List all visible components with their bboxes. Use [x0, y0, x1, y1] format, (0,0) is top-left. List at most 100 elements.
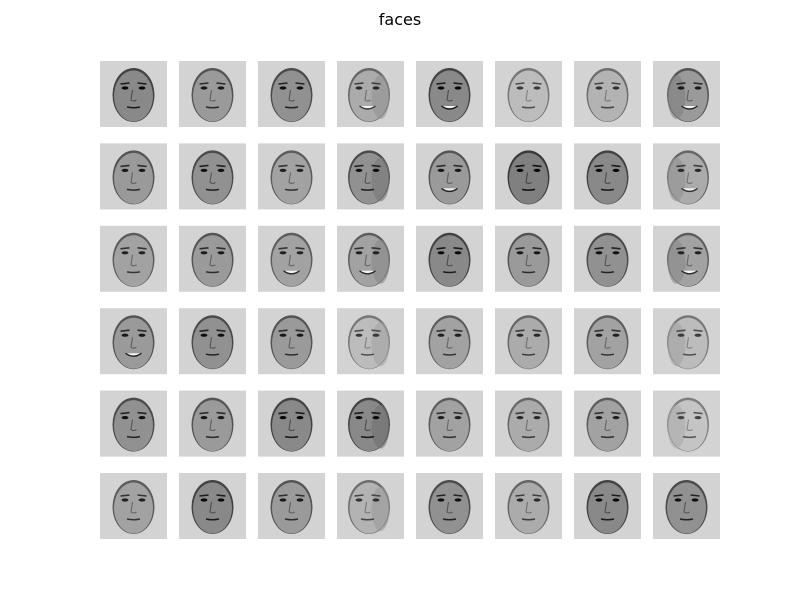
left-eye	[200, 498, 208, 502]
left-eye	[437, 333, 445, 337]
right-eyebrow	[371, 247, 381, 250]
left-eye	[437, 498, 445, 502]
mouth	[359, 270, 376, 275]
right-eye	[533, 251, 541, 255]
left-eyebrow	[515, 494, 525, 497]
right-eye	[691, 498, 699, 502]
left-eye	[595, 86, 603, 90]
mouth	[521, 353, 536, 356]
mouth	[284, 435, 299, 439]
face-tile-r5-c3	[258, 390, 325, 457]
mouth	[442, 353, 457, 356]
left-eyebrow	[594, 164, 604, 168]
face-skin	[193, 482, 232, 534]
mouth	[205, 353, 220, 356]
left-eye	[121, 86, 129, 90]
right-eye	[217, 86, 225, 90]
nose	[446, 254, 453, 267]
left-eye	[516, 251, 524, 255]
nose	[604, 89, 611, 102]
left-eyebrow	[515, 247, 525, 250]
mouth	[442, 271, 457, 274]
left-eyebrow	[278, 411, 288, 415]
face-skin	[509, 70, 548, 122]
face-photo	[270, 68, 313, 122]
right-eye	[612, 333, 620, 337]
face-photo	[348, 315, 390, 370]
right-eye	[296, 251, 304, 255]
right-eye	[454, 416, 462, 420]
right-eye	[296, 333, 304, 337]
left-eye	[279, 498, 287, 502]
face-skin	[114, 235, 153, 287]
face-tile-r2-c2	[179, 143, 246, 210]
right-eyebrow	[693, 164, 703, 168]
right-eye	[612, 251, 620, 255]
right-eye	[372, 86, 380, 90]
left-eye	[279, 251, 287, 255]
mouth	[359, 105, 376, 110]
figure-title: faces	[378, 10, 422, 29]
face-tile-r5-c1	[100, 390, 167, 457]
right-eyebrow	[453, 494, 463, 497]
right-eye	[217, 498, 225, 502]
nose	[446, 419, 453, 432]
face-photo	[428, 397, 471, 452]
left-eye	[595, 333, 603, 337]
face-photo	[112, 232, 155, 287]
nose	[364, 89, 371, 102]
right-eyebrow	[453, 164, 463, 168]
right-eye	[138, 86, 146, 90]
face-photo	[586, 315, 629, 370]
mouth	[600, 353, 615, 356]
face-tile-r2-c4	[337, 143, 404, 210]
mouth	[681, 187, 698, 193]
face-skin	[667, 482, 706, 534]
left-eyebrow	[354, 329, 364, 332]
face-photo	[586, 150, 629, 205]
right-eye	[454, 333, 462, 337]
face-skin	[588, 152, 627, 204]
mouth	[600, 518, 615, 521]
face-tile-r5-c5	[416, 390, 483, 457]
right-eye	[533, 86, 541, 90]
mouth	[521, 188, 536, 191]
face-skin	[509, 235, 548, 287]
left-eye	[677, 168, 685, 172]
face-photo	[348, 150, 390, 205]
face-photo	[270, 150, 313, 205]
right-eye	[217, 333, 225, 337]
mouth	[205, 188, 220, 191]
nose	[604, 419, 611, 432]
left-eye	[677, 333, 685, 337]
left-eye	[677, 416, 685, 420]
mouth	[360, 188, 375, 191]
nose	[364, 419, 371, 432]
mouth	[442, 435, 457, 439]
right-eye	[296, 498, 304, 502]
right-eye	[138, 416, 146, 420]
face-tile-r2-c6	[495, 143, 562, 210]
face-shadow	[371, 239, 390, 284]
right-eye	[296, 86, 304, 90]
left-eyebrow	[594, 494, 604, 497]
right-eye	[372, 333, 380, 337]
face-tile-r6-c4	[337, 473, 404, 539]
left-eye	[437, 168, 445, 172]
left-eye	[279, 86, 287, 90]
left-eyebrow	[354, 164, 364, 168]
face-tile-r2-c8	[653, 143, 720, 210]
face-skin	[193, 235, 232, 287]
right-eyebrow	[611, 329, 621, 332]
right-eyebrow	[216, 164, 226, 168]
face-tile-r1-c5	[416, 61, 483, 127]
face-tile-r2-c3	[258, 143, 325, 210]
face-tile-r4-c1	[100, 308, 167, 375]
left-eye	[121, 416, 129, 420]
face-photo	[270, 480, 313, 534]
nose	[288, 501, 295, 514]
left-eye	[516, 416, 524, 420]
face-tile-r4-c2	[179, 308, 246, 375]
left-eye	[279, 333, 287, 337]
right-eye	[372, 498, 380, 502]
